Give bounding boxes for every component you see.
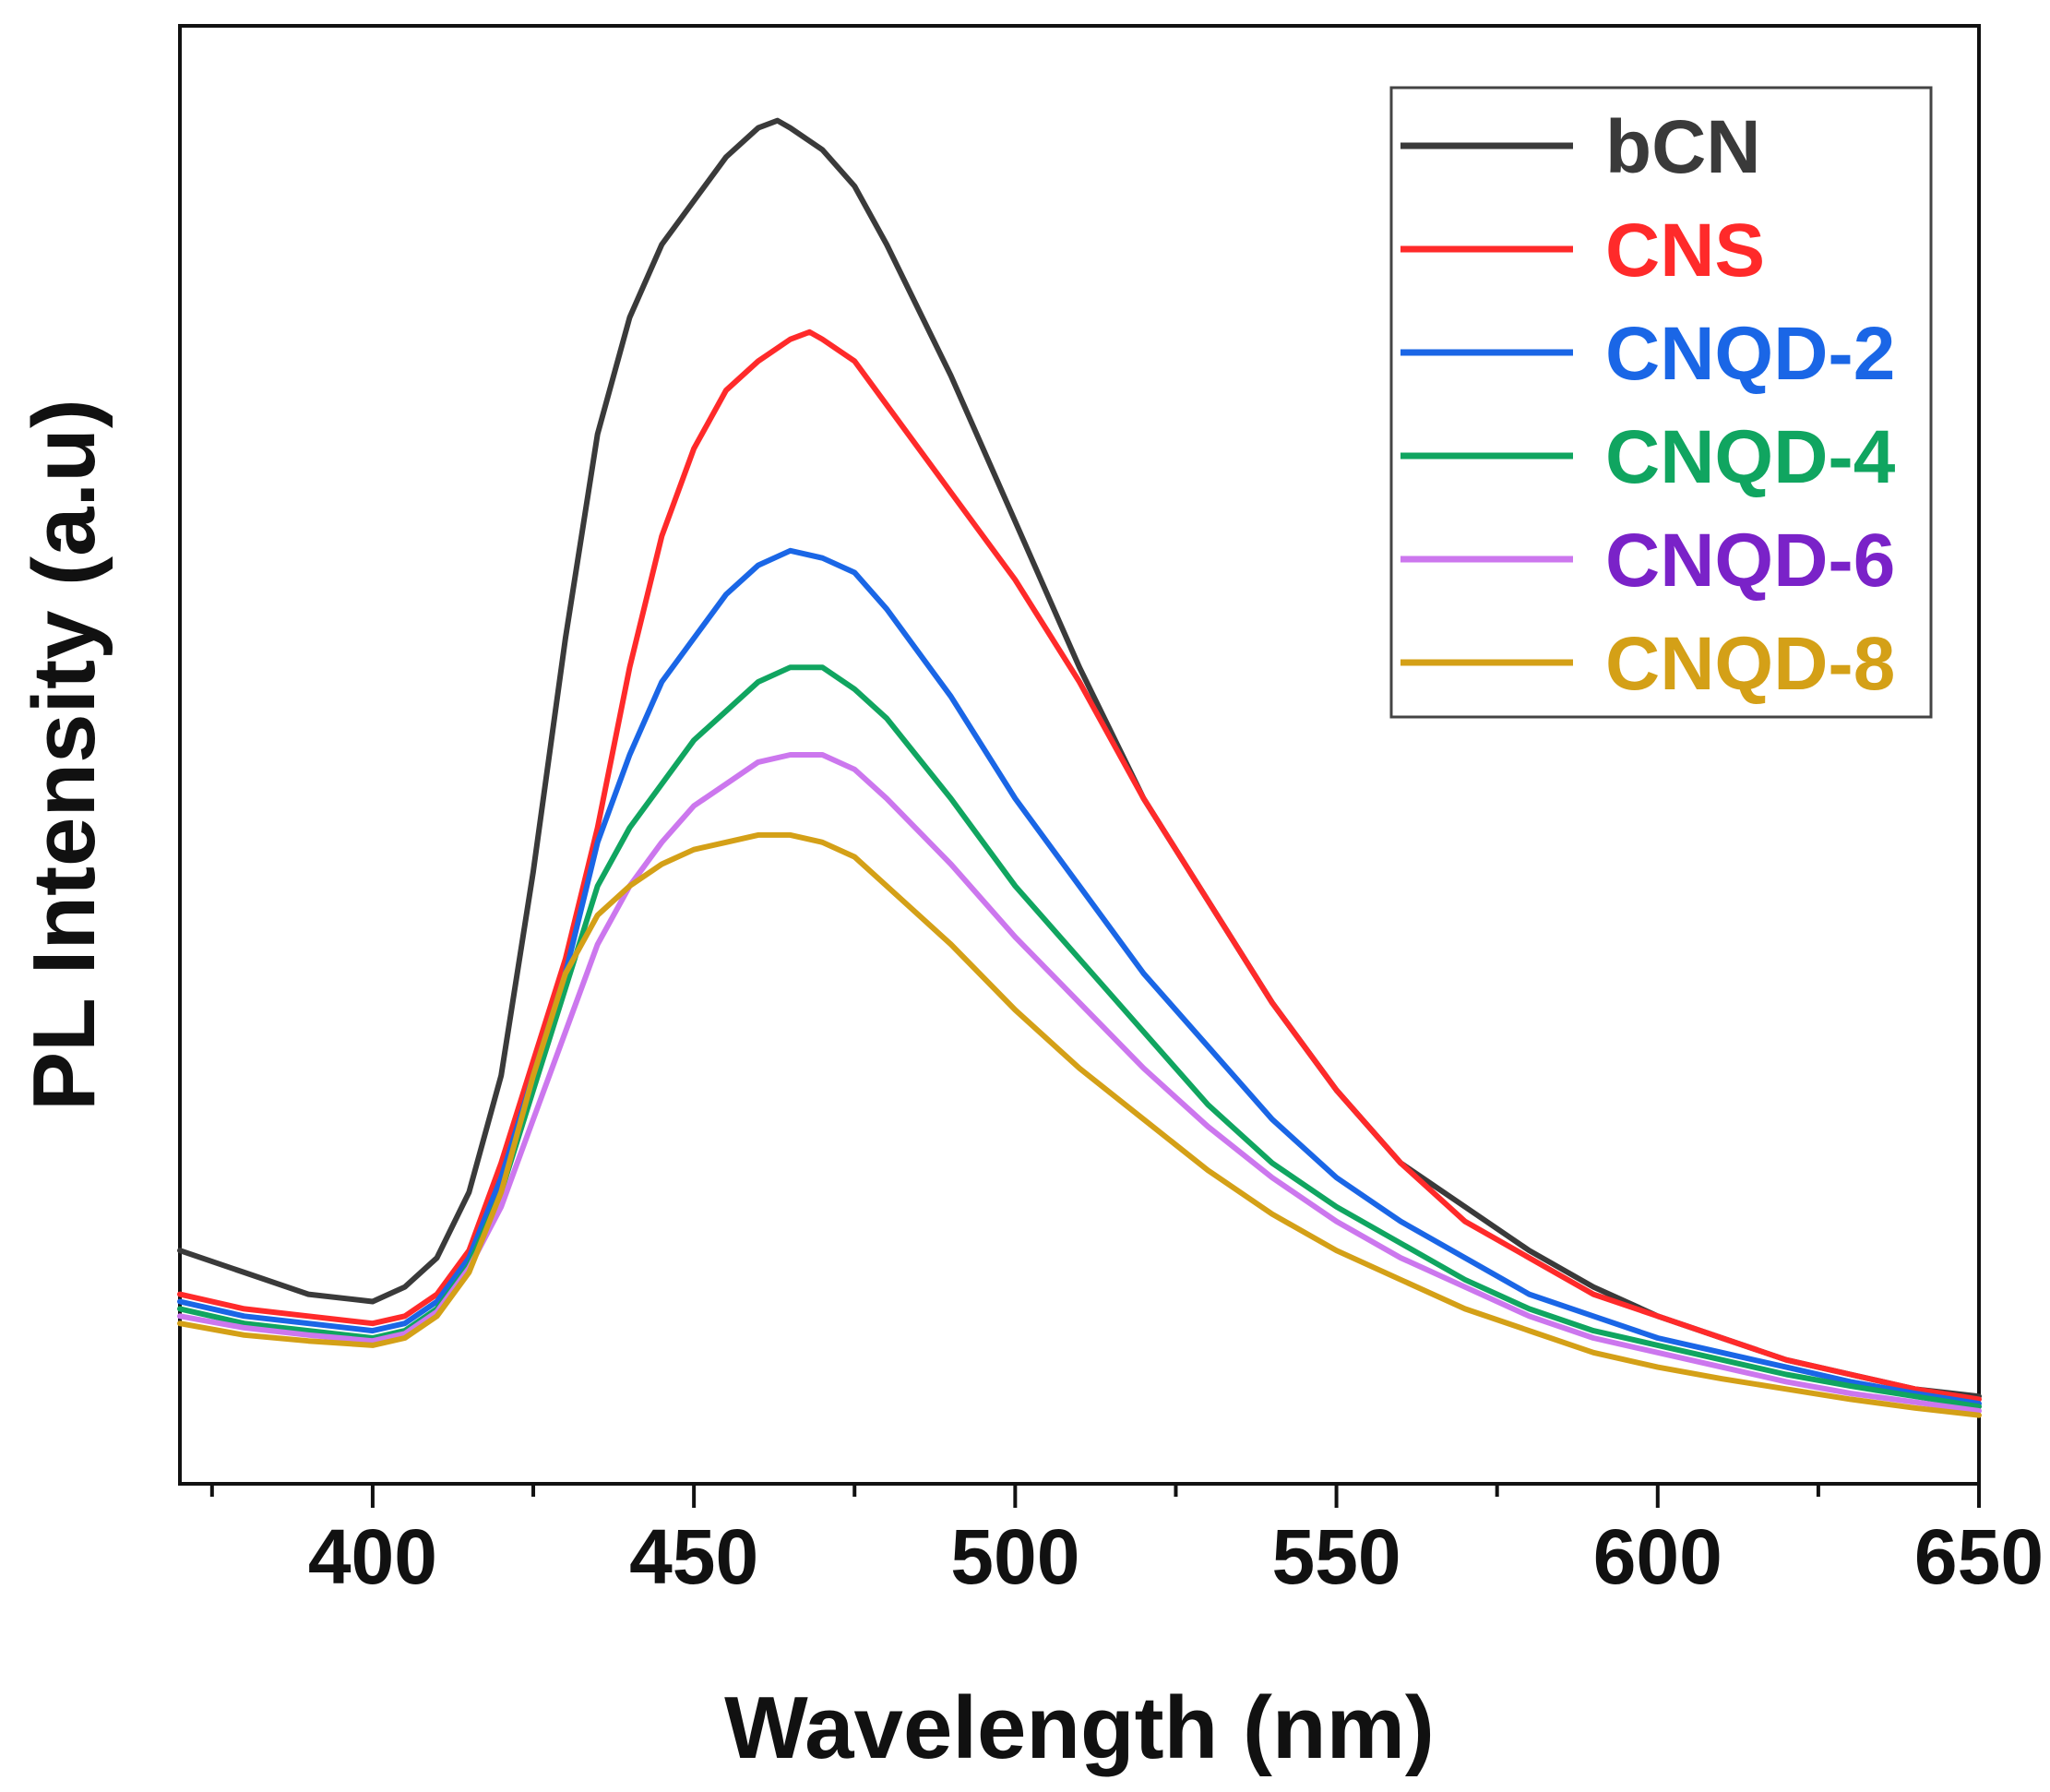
legend-label-cnqd-8: CNQD-8 [1605,622,1895,706]
x-tick-label: 500 [950,1513,1079,1600]
legend-label-bcn: bCN [1605,105,1761,189]
legend-box [1389,86,1933,719]
y-axis-title: PL Intensity (a.u) [15,399,113,1111]
x-tick-label: 450 [629,1513,758,1600]
legend-label-cns: CNS [1605,209,1765,293]
x-ticks: 400 450 500 550 600 650 [209,1484,2044,1600]
x-tick-label: 550 [1271,1513,1400,1600]
series-line-bcn [177,117,1982,1400]
x-tick-label: 650 [1914,1513,2044,1600]
x-tick-label: 600 [1593,1513,1722,1600]
series-lines [177,117,1982,1418]
series-line-cnqd-2 [177,547,1982,1407]
x-tick-label: 400 [308,1513,437,1600]
legend-label-cnqd-2: CNQD-2 [1605,312,1895,396]
legend-label-cnqd-4: CNQD-4 [1605,415,1896,499]
series-line-cns [177,329,1982,1403]
series-line-cnqd-8 [177,831,1982,1418]
legend: bCN CNS CNQD-2 CNQD-4 CNQD-6 CNQD-8 [1389,86,1933,719]
x-axis-title: Wavelength (nm) [724,1679,1435,1777]
legend-label-cnqd-6: CNQD-6 [1605,519,1895,603]
